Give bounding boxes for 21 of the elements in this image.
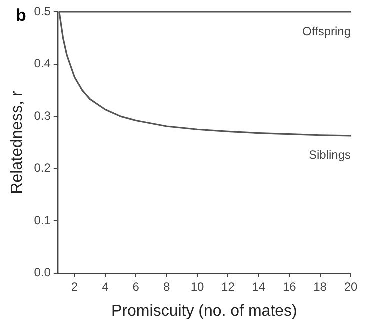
series-label: Offspring bbox=[302, 24, 351, 38]
text: b bbox=[16, 6, 26, 26]
x-tick-label: 8 bbox=[164, 280, 170, 294]
x-tick-label: 16 bbox=[282, 280, 297, 294]
x-tick-label: 18 bbox=[314, 280, 328, 294]
y-tick-label: 0.5 bbox=[34, 4, 52, 18]
series-label: Siblings bbox=[308, 148, 351, 162]
x-tick-label: 14 bbox=[252, 280, 266, 294]
y-tick-label: 0.2 bbox=[34, 161, 52, 176]
y-axis-title: Relatedness, r bbox=[9, 90, 26, 194]
x-tick-label: 4 bbox=[102, 280, 110, 294]
x-tick-label: 6 bbox=[132, 280, 140, 294]
y-tick-label: 0.3 bbox=[34, 108, 52, 123]
x-axis-title: Promiscuity (no. of mates) bbox=[112, 302, 298, 320]
x-tick-label: 10 bbox=[190, 280, 205, 294]
y-tick-label: 0.1 bbox=[34, 213, 52, 228]
y-tick-label: 0.4 bbox=[34, 56, 52, 71]
x-tick-label: 20 bbox=[344, 280, 358, 294]
x-tick-label: 12 bbox=[222, 280, 236, 294]
x-tick-label: 2 bbox=[71, 280, 78, 294]
y-tick-label: 0.0 bbox=[34, 266, 52, 280]
